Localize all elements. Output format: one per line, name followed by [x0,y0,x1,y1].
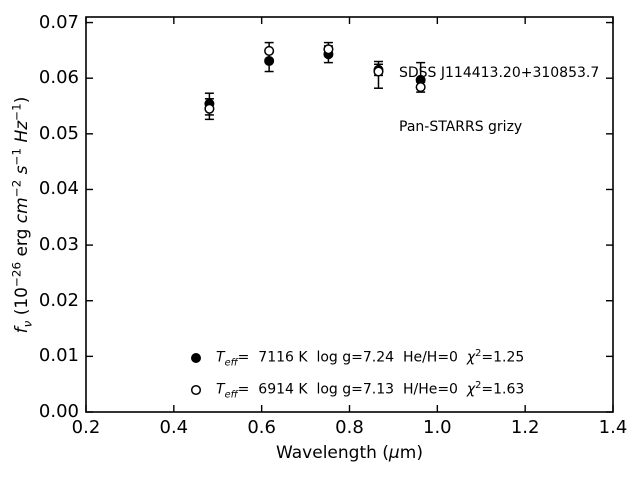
x-tick-label: 1.0 [423,417,452,438]
text-part: eff [224,357,238,369]
text-part: Hz [12,120,33,143]
text-part: s [12,164,33,174]
data-point-open-circle [323,44,334,55]
y-tick-label: 0.05 [38,122,79,144]
text-part: −2 [9,179,24,197]
annotation-line-1: SDSS J114413.20+310853.7 [399,65,600,81]
text-part: ) [12,96,33,103]
x-tick-label: 0.6 [247,417,276,438]
text-part: (10 [12,286,33,321]
x-tick-label: 0.4 [159,417,189,438]
text-part: = 7116 K log g=7.24 He/H=0 [237,349,467,366]
text-part: T [216,349,225,366]
text-part: erg [12,222,33,262]
data-point-filled-circle [415,74,426,85]
text-part: f [12,326,33,333]
legend-label: Teff= 6914 K log g=7.13 H/He=0 χ2=1.63 [216,380,524,400]
x-tick-label: 0.2 [71,417,101,438]
text-part: −1 [9,147,24,165]
legend-label: Teff= 7116 K log g=7.24 He/H=0 χ2=1.25 [216,348,524,368]
text-part: Wavelength ( [276,443,389,463]
legend-row: Teff= 6914 K log g=7.13 H/He=0 χ2=1.63 [188,374,524,406]
y-tick-label: 0.00 [38,401,79,422]
text-part: ν [20,320,35,327]
text-part [12,142,32,147]
text-part: =1.25 [481,349,525,366]
text-part: 2 [475,347,482,359]
y-tick-label: 0.02 [38,289,79,311]
data-point-filled-circle [264,55,275,66]
x-tick-label: 1.2 [510,417,540,438]
data-point-open-circle [204,103,215,114]
text-part: eff [224,389,238,401]
text-part: −26 [9,261,24,287]
text-part: m) [399,443,423,463]
target-annotation: SDSS J114413.20+310853.7 Pan-STARRS griz… [399,28,599,172]
text-part: =1.63 [481,381,525,398]
data-point-open-circle [373,66,384,77]
text-part: −1 [9,102,24,121]
text-part [12,174,32,179]
axis-ticks [85,17,614,413]
text-part: χ [466,349,476,366]
y-axis-label: fν (10−26 erg cm−2 s−1 Hz−1) [5,96,38,333]
y-tick-label: 0.07 [38,11,79,33]
text-part: 2 [475,379,482,391]
filled-circle-icon [188,350,204,366]
y-tick-label: 0.03 [38,234,79,256]
y-tick-label: 0.01 [38,345,79,367]
open-circle-icon [188,382,204,398]
text-part: = 6914 K log g=7.13 H/He=0 [237,381,467,398]
text-part: T [216,381,225,398]
legend: Teff= 7116 K log g=7.24 He/H=0 χ2=1.25 Te… [188,342,524,406]
annotation-line-2: Pan-STARRS grizy [399,119,523,135]
y-tick-label: 0.06 [38,67,79,89]
text-part: χ [466,381,476,398]
data-point-open-circle [415,82,426,93]
x-axis-label: Wavelength (μm) [276,442,423,464]
x-tick-label: 0.8 [335,417,364,438]
text-part: μ [388,443,400,463]
data-point-open-circle [264,45,275,56]
error-bars [204,41,426,121]
data-markers [204,44,426,114]
x-tick-label: 1.4 [598,417,628,438]
y-tick-label: 0.04 [38,178,79,200]
legend-row: Teff= 7116 K log g=7.24 He/H=0 χ2=1.25 [188,342,524,374]
text-part: cm [12,196,33,223]
